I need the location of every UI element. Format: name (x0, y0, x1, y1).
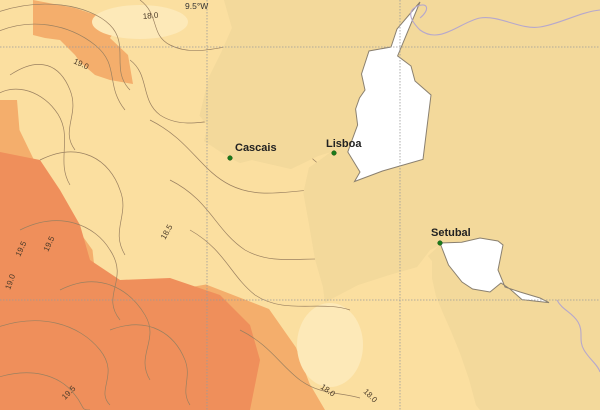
svg-text:Cascais: Cascais (235, 142, 277, 154)
svg-text:Setubal: Setubal (431, 227, 471, 239)
svg-text:Lisboa: Lisboa (326, 138, 362, 150)
svg-text:18.0: 18.0 (142, 11, 159, 21)
svg-text:9.5°W: 9.5°W (185, 1, 208, 11)
